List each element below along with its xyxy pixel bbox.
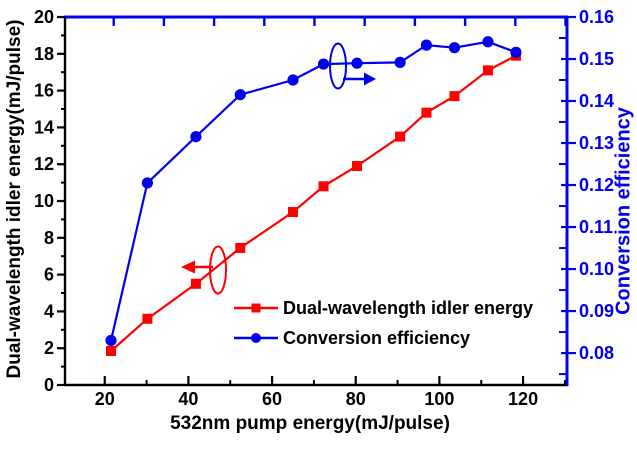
right-y-axis-title: Conversion efficiency <box>612 107 635 315</box>
y-left-tick-label: 20 <box>34 7 54 27</box>
idler-energy-data-point <box>449 91 460 102</box>
conversion-efficiency-data-point <box>105 334 117 347</box>
y-right-tick-label: 0.09 <box>579 301 614 321</box>
y-right-tick-label: 0.12 <box>579 175 614 195</box>
idler-energy-data-point <box>318 181 329 192</box>
conversion-efficiency-data-point <box>510 46 522 58</box>
y-left-tick-label: 18 <box>34 44 54 64</box>
left-arrow-icon <box>181 260 195 274</box>
idler-energy-data-point <box>190 278 201 289</box>
legend: Dual-wavelength idler energy Conversion … <box>233 297 533 349</box>
conversion-efficiency-data-point <box>448 42 461 54</box>
x-tick-label: 60 <box>262 389 282 409</box>
left-y-axis-title: Dual-wavelength idler energy(mJ/pulse) <box>4 19 25 379</box>
y-left-tick-label: 4 <box>44 301 54 321</box>
y-right-tick-label: 0.15 <box>579 49 614 69</box>
idler-energy-line <box>110 54 517 352</box>
legend-circle-marker-icon <box>234 333 278 343</box>
legend-marker-square <box>251 303 261 313</box>
conversion-efficiency-data-point <box>141 177 154 189</box>
conversion-efficiency-data-point <box>234 89 246 101</box>
conversion-efficiency-line <box>109 40 517 341</box>
x-tick-label: 40 <box>178 389 198 409</box>
y-right-tick-label: 0.13 <box>579 133 614 153</box>
conversion-efficiency-data-point <box>420 39 433 51</box>
y-left-tick-label: 8 <box>44 228 54 248</box>
x-tick-label: 20 <box>95 389 115 409</box>
conversion-efficiency-data-point <box>317 58 330 70</box>
y-left-tick-label: 12 <box>34 154 54 174</box>
idler-energy-data-point <box>421 107 432 118</box>
y-left-tick-label: 6 <box>44 265 54 285</box>
y-right-tick-label: 0.08 <box>579 343 614 363</box>
y-right-tick-label: 0.11 <box>579 217 613 237</box>
legend-item-idler-energy: Dual-wavelength idler energy <box>233 297 533 319</box>
y-right-tick-label: 0.14 <box>579 91 614 111</box>
y-left-tick-label: 2 <box>44 338 54 358</box>
y-left-tick-label: 14 <box>34 117 54 137</box>
left-axis-indicator-ellipse <box>209 245 227 295</box>
y-left-tick-label: 10 <box>34 191 54 211</box>
idler-energy-data-point <box>287 207 298 218</box>
conversion-efficiency-data-point <box>287 74 299 86</box>
conversion-efficiency-data-point <box>190 131 202 143</box>
x-tick-label: 80 <box>346 389 366 409</box>
legend-marker-circle <box>251 333 261 343</box>
idler-energy-data-point <box>351 161 362 172</box>
idler-energy-data-point <box>395 131 406 142</box>
idler-energy-data-point <box>106 345 117 356</box>
x-tick-label: 100 <box>424 389 454 409</box>
legend-square-marker-icon <box>234 303 278 313</box>
conversion-efficiency-data-point <box>482 36 494 48</box>
y-left-tick-label: 0 <box>44 375 54 395</box>
y-left-tick-label: 16 <box>34 81 54 101</box>
y-right-tick-label: 0.16 <box>579 7 614 27</box>
idler-energy-data-point <box>142 313 153 324</box>
right-axis-indicator-ellipse <box>329 42 347 90</box>
legend-label-idler-energy: Dual-wavelength idler energy <box>283 297 534 318</box>
idler-energy-data-point <box>235 242 246 253</box>
y-right-tick-label: 0.10 <box>579 259 614 279</box>
conversion-efficiency-data-point <box>394 56 406 68</box>
legend-label-conversion-efficiency: Conversion efficiency <box>283 327 471 348</box>
legend-item-conversion-efficiency: Conversion efficiency <box>233 327 533 349</box>
right-arrow-icon <box>364 72 376 86</box>
conversion-efficiency-data-point <box>351 57 363 69</box>
x-tick-label: 120 <box>508 389 538 409</box>
idler-energy-data-point <box>482 65 493 76</box>
x-axis-title: 532nm pump energy(mJ/pulse) <box>170 413 450 434</box>
